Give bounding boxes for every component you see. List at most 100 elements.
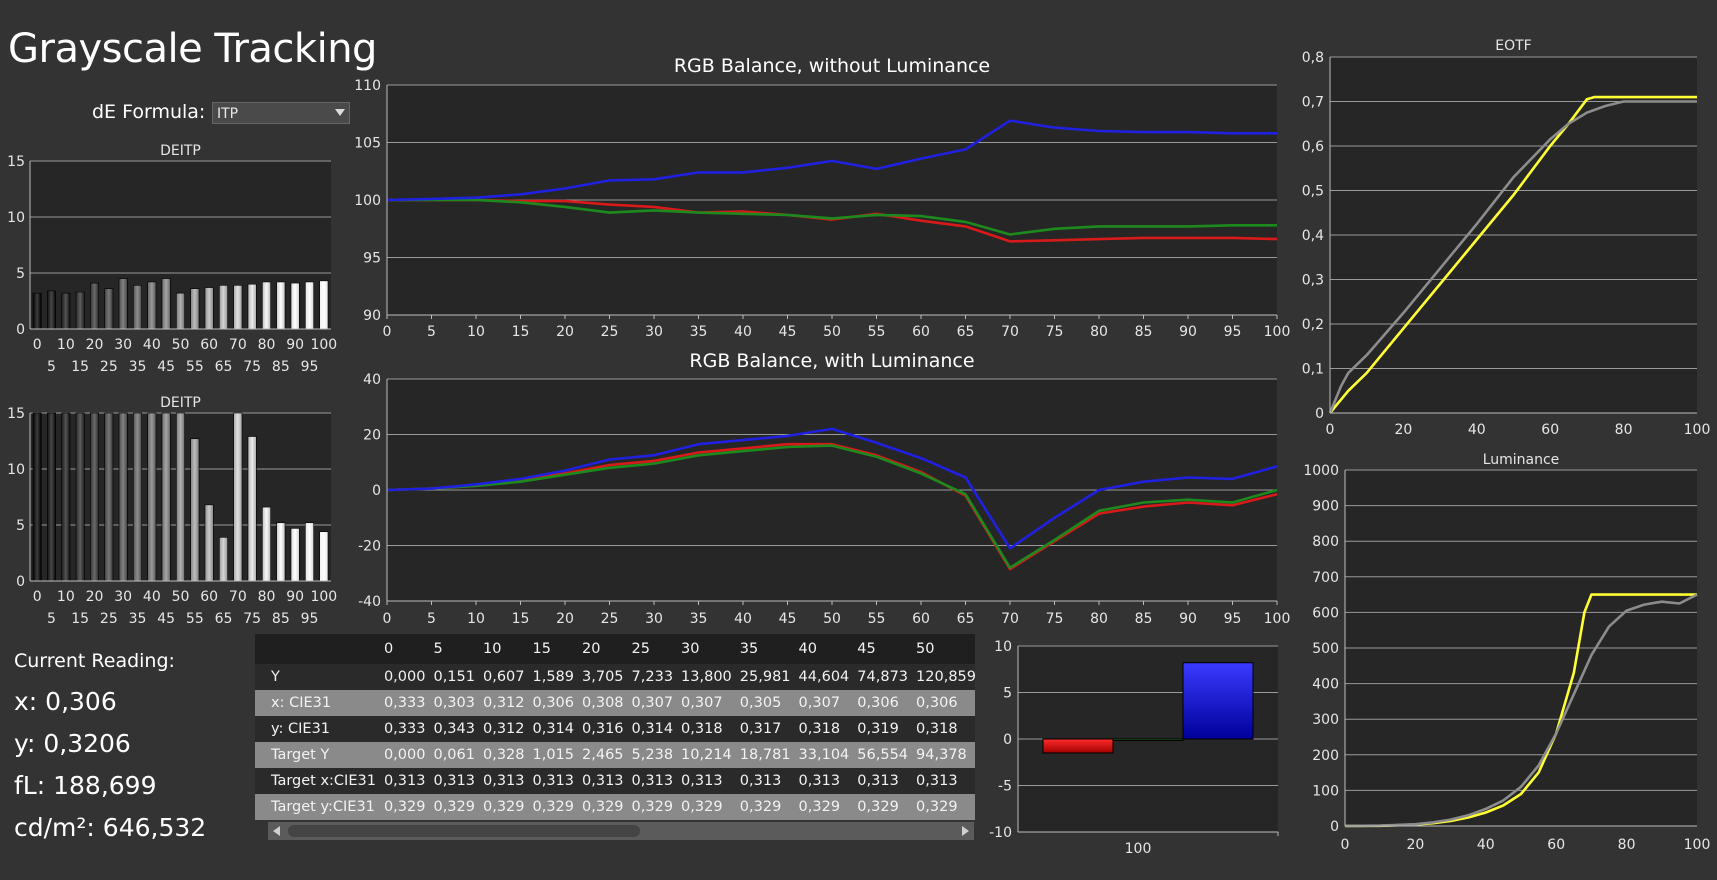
table-cell: 0,313: [736, 768, 796, 794]
table-cell: 0,329: [913, 794, 975, 820]
deitp-bottom-x-tick-label: 30: [114, 589, 132, 605]
rgb-with-x-tick-label: 25: [601, 611, 619, 627]
rgb-without-series-blue: [386, 119, 1277, 202]
table-row[interactable]: Y 0,000 0,151 0,607 1,589 3,705 7,233 13,800 25,…: [255, 664, 975, 690]
deitp-bottom-y-tick-label: 5: [16, 518, 25, 534]
table-column-header: 30: [678, 634, 737, 664]
deitp-top-bar: [161, 278, 171, 330]
table-row[interactable]: Target y:CIE31 0,329 0,329 0,329 0,329 0,329 0…: [255, 794, 975, 820]
table-cell: 0,313: [479, 768, 530, 794]
luminance-y-tick-label: 500: [1312, 641, 1339, 657]
de-formula-select[interactable]: ITP: [212, 102, 350, 124]
rgb-with-series-green: [386, 444, 1278, 570]
deitp-top-bar: [319, 280, 329, 330]
deitp-top-x-tick-label: 95: [301, 359, 319, 375]
table-corner-cell: [255, 634, 381, 664]
table-cell: 0,312: [479, 716, 530, 742]
table-cell: 0,151: [430, 664, 480, 690]
rgb-with-x-tick-label: 20: [556, 611, 574, 627]
luminance-title: Luminance: [1483, 452, 1560, 468]
deitp-top-x-tick-label: 85: [272, 359, 290, 375]
deitp-bottom-bar: [319, 531, 329, 582]
table-cell: 120,859: [913, 664, 975, 690]
eotf-y-tick-label: 0,4: [1302, 228, 1324, 244]
rgb-bar-y-tick-label: 10: [994, 639, 1012, 655]
table-row[interactable]: Target Y 0,000 0,061 0,328 1,015 2,465 5,238 10…: [255, 742, 975, 768]
deitp-bottom-y-tick-label: 0: [16, 574, 25, 590]
deitp-bottom-bar: [75, 412, 85, 582]
rgb-with-x-tick-label: 80: [1090, 611, 1108, 627]
rgb-without-y-tick-label: 100: [354, 193, 381, 209]
rgb-with-x-tick-label: 95: [1224, 611, 1242, 627]
eotf-y-tick-label: 0,7: [1302, 95, 1324, 111]
rgb-with-x-tick-label: 10: [467, 611, 485, 627]
deitp-bottom-bar: [204, 504, 214, 582]
luminance-y-tick-label: 900: [1312, 499, 1339, 515]
table-row[interactable]: x: CIE31 0,333 0,303 0,312 0,306 0,308 0,307 0,…: [255, 690, 975, 716]
measurement-table[interactable]: 0 5 10 15 20 25 30 35 40 45 50 Y 0,000 0,151 0,607 1,58…: [255, 634, 975, 820]
table-cell: 0,305: [736, 690, 796, 716]
table-cell: 3,705: [579, 664, 629, 690]
deitp-top-x-tick-label: 50: [172, 337, 190, 353]
table-cell: 1,015: [529, 742, 580, 768]
rgb-with-x-tick-label: 55: [868, 611, 886, 627]
deitp-bottom-x-tick-label: 65: [215, 611, 233, 627]
scroll-left-icon[interactable]: [273, 826, 280, 836]
deitp-top-x-tick-label: 25: [100, 359, 118, 375]
table-row[interactable]: y: CIE31 0,333 0,343 0,312 0,314 0,316 0,314 0,…: [255, 716, 975, 742]
table-column-header: 50: [913, 634, 975, 664]
rgb-without-x-tick-label: 70: [1001, 324, 1019, 340]
table-cell: 0,000: [380, 664, 431, 690]
deitp-bottom-bar: [262, 506, 271, 582]
deitp-top-x-tick-label: 65: [215, 359, 233, 375]
rgb-with-y-tick-label: 0: [372, 483, 381, 499]
table-column-header: 10: [479, 634, 530, 664]
table-cell: 0,316: [579, 716, 629, 742]
table-row-label: Y: [255, 664, 381, 690]
rgb-bar-y-tick-label: 0: [1003, 732, 1012, 748]
eotf-y-tick-label: 0,3: [1302, 273, 1324, 289]
scroll-right-icon[interactable]: [962, 826, 969, 836]
de-formula-value: ITP: [217, 106, 239, 122]
table-cell: 1,589: [529, 664, 580, 690]
deitp-top-x-tick-label: 30: [114, 337, 132, 353]
table-cell: 0,333: [380, 690, 431, 716]
table-column-header: 5: [430, 634, 480, 664]
scrollbar-thumb[interactable]: [288, 825, 640, 837]
eotf-x-tick-label: 100: [1684, 422, 1711, 438]
table-cell: 0,329: [479, 794, 530, 820]
deitp-top-x-tick-label: 35: [129, 359, 147, 375]
deitp-top-y-tick-label: 5: [16, 266, 25, 282]
eotf-x-tick-label: 0: [1326, 422, 1335, 438]
deitp-bottom-x-tick-label: 0: [33, 589, 42, 605]
rgb-without-x-tick-label: 50: [823, 324, 841, 340]
rgb-with-y-tick-label: 20: [363, 428, 381, 444]
table-column-header: 15: [529, 634, 580, 664]
deitp-top-x-tick-label: 80: [258, 337, 276, 353]
chevron-down-icon[interactable]: [335, 109, 345, 116]
table-column-header: 35: [736, 634, 796, 664]
rgb-with-x-tick-label: 50: [823, 611, 841, 627]
table-row[interactable]: Target x:CIE31 0,313 0,313 0,313 0,313 0,313 0…: [255, 768, 975, 794]
table-cell: 13,800: [678, 664, 737, 690]
rgb-with-x-tick-label: 5: [427, 611, 436, 627]
table-horizontal-scrollbar[interactable]: [268, 822, 974, 840]
deitp-bottom-bar: [90, 412, 99, 582]
deitp-bottom-bar: [118, 412, 128, 582]
deitp-bottom-x-tick-label: 70: [229, 589, 247, 605]
table-cell: 0,314: [628, 716, 679, 742]
deitp-bottom-bar: [305, 522, 314, 582]
measurement-table-grid: 0 5 10 15 20 25 30 35 40 45 50 Y 0,000 0,151 0,607 1,58…: [255, 634, 975, 820]
table-cell: 94,378: [913, 742, 975, 768]
rgb-without-title: RGB Balance, without Luminance: [674, 55, 990, 77]
table-column-header: 0: [380, 634, 431, 664]
rgb-without-x-tick-label: 40: [734, 324, 752, 340]
table-cell: 74,873: [854, 664, 914, 690]
table-cell: 18,781: [736, 742, 796, 768]
luminance-y-tick-label: 600: [1312, 605, 1339, 621]
deitp-top-x-tick-label: 0: [33, 337, 42, 353]
eotf-y-tick-label: 0,1: [1302, 362, 1324, 378]
luminance-y-tick-label: 800: [1312, 534, 1339, 550]
eotf-y-tick-label: 0: [1315, 406, 1324, 422]
deitp-top-bar: [233, 285, 243, 330]
